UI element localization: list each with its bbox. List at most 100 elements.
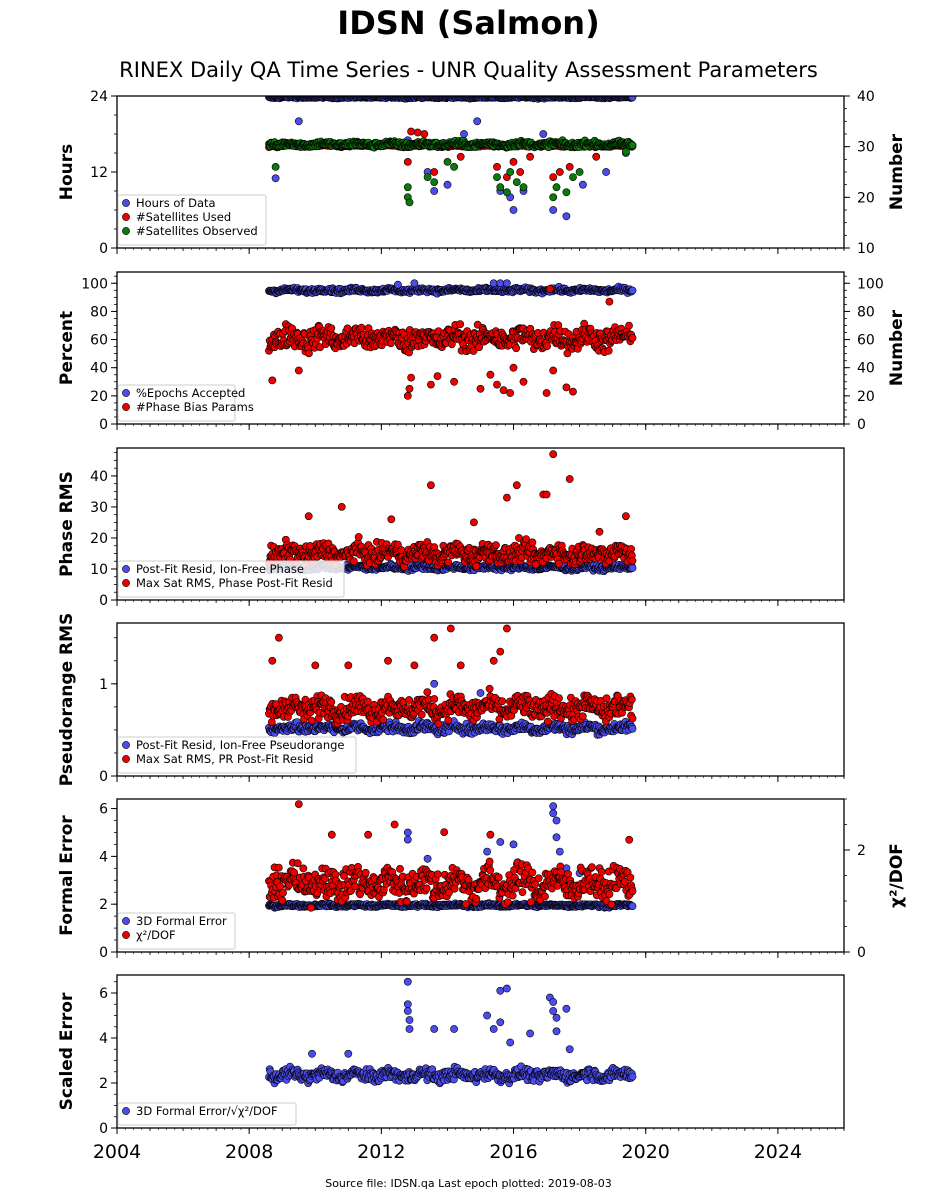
series-%Epochs Accepted [265, 279, 637, 298]
data-point [512, 344, 521, 353]
data-point-outlier [549, 450, 558, 459]
data-point [604, 346, 613, 355]
y2-tick-label: 40 [857, 361, 875, 377]
data-point-outlier [403, 157, 412, 166]
data-point-outlier [502, 493, 511, 502]
y-tick-label: 0 [99, 769, 108, 785]
data-point-outlier [456, 152, 465, 161]
data-point [327, 324, 336, 333]
data-point-outlier [493, 173, 501, 181]
points-layer [265, 450, 637, 576]
data-point-outlier [506, 168, 515, 176]
legend-label: #Satellites Used [136, 210, 231, 224]
legend-marker [122, 565, 130, 573]
y2-tick-label: 40 [857, 89, 875, 105]
y2-tick-label: 20 [857, 190, 875, 206]
data-point-outlier [502, 188, 511, 197]
data-point-outlier [426, 481, 435, 490]
data-point-outlier [509, 363, 518, 372]
legend-label: #Satellites Observed [136, 224, 258, 238]
data-point-outlier [476, 689, 485, 697]
data-point [456, 320, 465, 329]
y-tick-label: 0 [99, 593, 108, 609]
y2-tick-label: 0 [857, 417, 866, 433]
data-point-outlier [420, 130, 429, 138]
data-point-outlier [499, 386, 508, 395]
y-tick-label: 40 [90, 469, 108, 485]
data-point-outlier [337, 502, 346, 511]
data-point-outlier [407, 127, 415, 136]
data-point-outlier [579, 180, 587, 189]
y2-axis-label: Number [887, 133, 907, 210]
data-point-outlier [387, 515, 396, 524]
data-point-outlier [405, 198, 414, 207]
data-point-outlier [430, 187, 439, 195]
y-tick-label: 0 [99, 417, 108, 433]
data-point-outlier [496, 279, 505, 288]
data-point-outlier [555, 168, 564, 176]
data-point-outlier [592, 152, 601, 161]
y-tick-label: 30 [90, 500, 108, 516]
legend-marker [122, 213, 130, 221]
data-point [304, 349, 313, 358]
data-point-outlier [271, 174, 280, 183]
series-Hours of Data [265, 96, 637, 221]
data-point-outlier [569, 387, 577, 396]
data-point [528, 538, 537, 547]
y-tick-label: 100 [81, 276, 108, 292]
data-point-outlier [549, 206, 558, 214]
data-point-outlier [546, 284, 554, 293]
data-point [627, 545, 635, 553]
points-layer [265, 96, 637, 221]
data-point [267, 718, 276, 726]
series-Max Sat RMS, PR Post-Fit Resid [265, 624, 637, 728]
data-point-outlier [304, 512, 313, 521]
y2-tick-label: 20 [857, 389, 875, 405]
data-point-outlier [430, 168, 439, 176]
data-point-outlier [489, 279, 498, 288]
data-point-outlier [469, 518, 478, 527]
panel-percent-number: 0 20 40 60 80 100 0 20 40 60 80 100 Number Percent %Ep… [57, 271, 907, 433]
data-point-outlier [542, 490, 551, 499]
data-point-outlier [526, 152, 534, 161]
data-point-outlier [509, 206, 518, 214]
data-point-outlier [450, 377, 458, 386]
legend-label: Post-Fit Resid, Ion-Free Phase [136, 562, 304, 576]
data-point-outlier [476, 384, 485, 393]
data-point-outlier [294, 366, 303, 375]
data-point-outlier [516, 168, 525, 176]
y-axis-label: Percent [57, 311, 77, 385]
y-tick-label: 0 [99, 241, 108, 257]
data-point-outlier [407, 373, 415, 382]
data-point-outlier [622, 512, 630, 521]
data-point-outlier [403, 183, 412, 192]
data-point-outlier [622, 147, 630, 156]
legend-label: %Epochs Accepted [136, 386, 245, 400]
data-point-outlier [512, 178, 521, 186]
y-tick-label: 20 [90, 389, 108, 405]
data-point-outlier [542, 389, 551, 397]
y-tick-label: 80 [90, 304, 108, 320]
data-point-outlier [271, 162, 280, 171]
data-point-outlier [549, 193, 558, 202]
data-point [628, 96, 637, 102]
legend-label: #Phase Bias Params [136, 400, 254, 414]
data-point [625, 321, 633, 330]
y-tick-label: 24 [90, 89, 108, 105]
data-point [472, 562, 481, 571]
data-point [307, 716, 316, 725]
data-point-outlier [294, 117, 303, 126]
data-point [491, 541, 500, 550]
y2-tick-label: 80 [857, 304, 875, 320]
series-Max Sat RMS, Phase Post-Fit Resid [265, 450, 637, 571]
data-point-outlier [423, 173, 432, 181]
legend-label: Max Sat RMS, Phase Post-Fit Resid [136, 576, 333, 590]
data-point-outlier [405, 384, 414, 393]
data-point-outlier [519, 377, 528, 386]
data-point-outlier [575, 168, 584, 176]
y2-axis-label: Number [887, 309, 907, 386]
